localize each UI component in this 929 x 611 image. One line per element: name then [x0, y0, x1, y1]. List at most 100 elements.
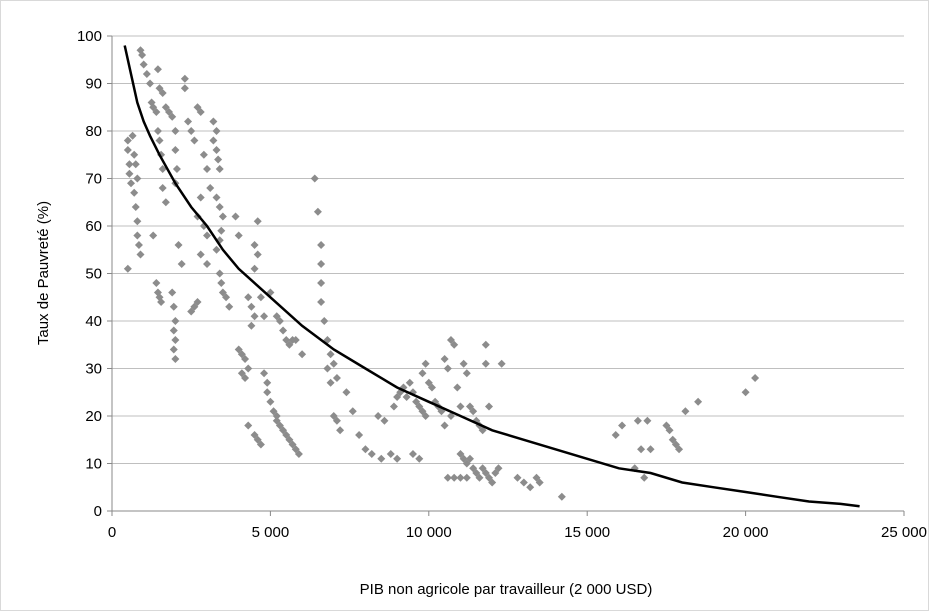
data-point: [317, 298, 326, 306]
data-point: [234, 231, 243, 240]
data-point: [310, 174, 319, 183]
data-point: [675, 445, 684, 454]
x-tick-label: 10 000: [406, 524, 452, 541]
data-point: [263, 378, 272, 387]
data-point: [637, 445, 646, 454]
data-point: [180, 74, 189, 83]
data-point: [475, 473, 484, 482]
y-tick-label: 10: [85, 456, 102, 473]
data-point: [250, 241, 259, 249]
data-point: [123, 264, 132, 273]
data-point: [212, 127, 221, 135]
data-point: [291, 336, 300, 344]
data-point: [146, 79, 155, 88]
data-point: [247, 302, 256, 311]
data-point: [317, 260, 326, 268]
y-axis-label: Taux de Pauvreté (%): [35, 201, 52, 345]
data-point: [408, 450, 417, 458]
x-tick-label: 15 000: [564, 524, 610, 541]
data-point: [484, 402, 493, 411]
data-point: [171, 355, 180, 363]
data-point: [184, 117, 193, 126]
data-point: [694, 397, 703, 406]
data-point: [250, 312, 259, 321]
data-point: [171, 317, 180, 325]
data-point: [157, 298, 166, 306]
data-point: [244, 364, 253, 373]
data-point: [443, 473, 452, 482]
data-point: [142, 70, 151, 78]
data-point: [190, 136, 199, 145]
data-point: [633, 416, 642, 425]
x-tick-labels: 0 5 000 10 000 15 000 20 000 25 000: [108, 524, 927, 541]
data-point: [212, 193, 221, 202]
data-point: [263, 388, 272, 397]
data-point: [294, 450, 303, 458]
data-point: [125, 160, 134, 169]
data-point: [171, 146, 180, 154]
data-point: [443, 364, 452, 373]
x-tick-label: 0: [108, 524, 116, 541]
data-point: [751, 374, 760, 382]
data-point: [402, 393, 411, 401]
data-point: [317, 279, 326, 287]
data-point: [241, 355, 250, 363]
data-point: [152, 279, 161, 287]
data-point: [332, 416, 341, 425]
y-tick-label: 50: [85, 266, 102, 283]
data-point: [618, 421, 627, 430]
data-point: [169, 345, 178, 354]
data-point: [557, 492, 566, 501]
data-point: [415, 454, 424, 463]
data-point: [123, 146, 132, 154]
data-point: [279, 326, 288, 335]
data-point: [171, 336, 180, 344]
data-point: [153, 65, 162, 74]
data-point: [355, 431, 364, 439]
data-point: [450, 473, 459, 482]
data-point: [380, 416, 389, 425]
data-point: [440, 355, 449, 363]
data-point: [526, 483, 535, 492]
data-point: [260, 369, 269, 378]
data-point: [168, 288, 177, 297]
data-point: [196, 250, 205, 259]
data-point: [217, 226, 226, 235]
data-point: [128, 131, 137, 140]
data-point: [225, 302, 234, 311]
data-point: [421, 412, 430, 420]
data-point: [421, 359, 430, 368]
data-point: [256, 440, 265, 449]
data-point: [336, 426, 345, 435]
data-point: [123, 136, 132, 145]
axes: [107, 35, 905, 516]
data-point: [469, 407, 478, 416]
data-point: [171, 127, 180, 135]
data-point: [136, 250, 145, 259]
data-point: [681, 407, 690, 416]
scatter-points: [123, 46, 760, 501]
data-point: [169, 326, 178, 335]
data-point: [611, 431, 620, 439]
data-point: [215, 165, 224, 173]
data-point: [348, 407, 357, 416]
data-point: [361, 445, 370, 454]
data-point: [180, 84, 189, 93]
data-point: [139, 60, 148, 69]
data-point: [320, 317, 329, 325]
data-point: [481, 359, 490, 368]
data-point: [125, 169, 134, 178]
data-point: [459, 359, 468, 368]
y-tick-label: 30: [85, 361, 102, 378]
data-point: [250, 264, 259, 273]
data-point: [209, 136, 218, 145]
data-point: [450, 340, 459, 349]
data-point: [440, 421, 449, 430]
data-point: [169, 302, 178, 311]
data-point: [317, 241, 326, 249]
data-point: [174, 241, 183, 249]
data-point: [386, 450, 395, 458]
data-point: [203, 231, 212, 240]
